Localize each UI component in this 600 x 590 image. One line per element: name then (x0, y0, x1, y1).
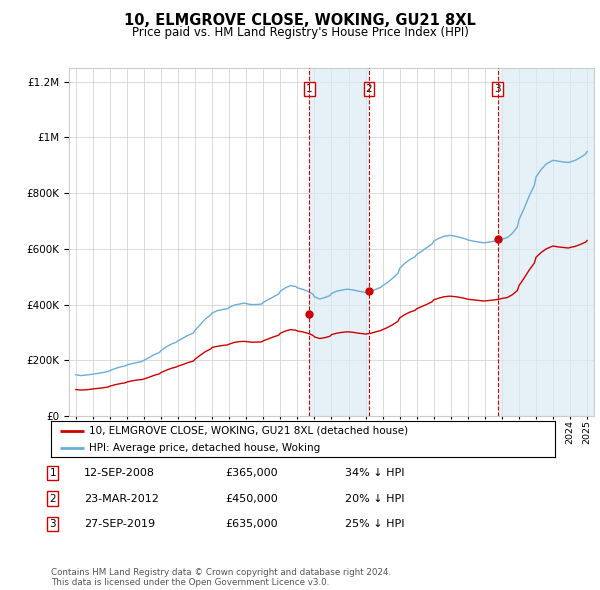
Text: 25% ↓ HPI: 25% ↓ HPI (345, 519, 404, 529)
Text: 20% ↓ HPI: 20% ↓ HPI (345, 494, 404, 503)
Bar (497, 68, 594, 416)
Text: 10, ELMGROVE CLOSE, WOKING, GU21 8XL (detached house): 10, ELMGROVE CLOSE, WOKING, GU21 8XL (de… (89, 426, 408, 436)
Text: 12-SEP-2008: 12-SEP-2008 (84, 468, 155, 478)
Text: £450,000: £450,000 (225, 494, 278, 503)
Text: 2: 2 (365, 84, 373, 94)
Text: Price paid vs. HM Land Registry's House Price Index (HPI): Price paid vs. HM Land Registry's House … (131, 26, 469, 39)
Text: 3: 3 (49, 519, 56, 529)
Text: 3: 3 (494, 84, 501, 94)
Text: 34% ↓ HPI: 34% ↓ HPI (345, 468, 404, 478)
Text: £635,000: £635,000 (225, 519, 278, 529)
Text: 27-SEP-2019: 27-SEP-2019 (84, 519, 155, 529)
Bar (310, 68, 369, 416)
Text: HPI: Average price, detached house, Woking: HPI: Average price, detached house, Woki… (89, 443, 320, 453)
Text: 23-MAR-2012: 23-MAR-2012 (84, 494, 159, 503)
Text: 10, ELMGROVE CLOSE, WOKING, GU21 8XL: 10, ELMGROVE CLOSE, WOKING, GU21 8XL (124, 13, 476, 28)
Text: 1: 1 (306, 84, 313, 94)
Text: £365,000: £365,000 (225, 468, 278, 478)
Text: 2: 2 (49, 494, 56, 503)
Text: Contains HM Land Registry data © Crown copyright and database right 2024.
This d: Contains HM Land Registry data © Crown c… (51, 568, 391, 587)
Text: 1: 1 (49, 468, 56, 478)
